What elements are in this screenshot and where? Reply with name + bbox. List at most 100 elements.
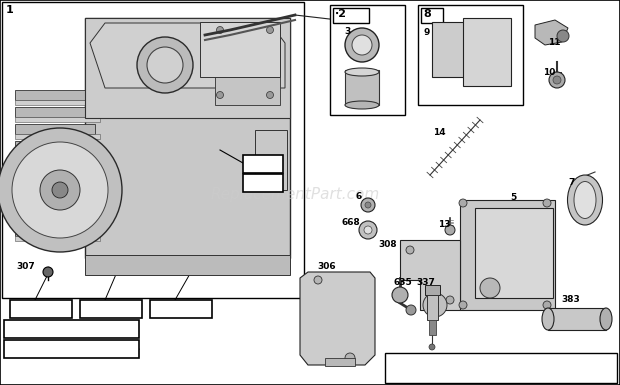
Bar [421, 8, 443, 23]
Bar [4, 340, 139, 358]
Bar [85, 18, 290, 118]
Bar [255, 130, 287, 190]
Circle shape [345, 353, 355, 363]
Text: 552: 552 [245, 157, 268, 167]
Circle shape [345, 28, 379, 62]
Circle shape [557, 30, 569, 42]
Text: ★871: ★871 [154, 302, 183, 312]
Circle shape [553, 76, 561, 84]
Circle shape [446, 296, 454, 304]
Circle shape [314, 276, 322, 284]
Circle shape [549, 72, 565, 88]
Polygon shape [90, 23, 285, 88]
Text: 3: 3 [344, 27, 350, 36]
Text: 306: 306 [317, 262, 335, 271]
Circle shape [352, 35, 372, 55]
Bar [150, 300, 212, 318]
Circle shape [43, 267, 53, 277]
Bar [425, 285, 440, 295]
Ellipse shape [567, 175, 603, 225]
Bar [15, 158, 95, 168]
Text: 1058 OWNER'S MANUAL: 1058 OWNER'S MANUAL [8, 342, 140, 352]
Circle shape [267, 27, 273, 33]
Circle shape [480, 278, 500, 298]
Text: ⋅2: ⋅2 [335, 9, 347, 19]
Circle shape [267, 92, 273, 99]
Text: ★870: ★870 [14, 302, 43, 312]
Circle shape [364, 226, 372, 234]
Text: 10: 10 [543, 68, 556, 77]
Text: 8: 8 [423, 9, 431, 19]
Bar [15, 90, 95, 100]
Bar [15, 141, 95, 151]
Text: 307: 307 [16, 262, 35, 271]
Bar [345, 70, 379, 105]
Circle shape [12, 142, 108, 238]
Bar [429, 320, 436, 335]
Text: 1: 1 [6, 5, 14, 15]
Bar [330, 5, 405, 115]
Bar [15, 209, 95, 219]
Text: 11: 11 [548, 38, 560, 47]
Bar [15, 219, 100, 224]
Circle shape [445, 225, 455, 235]
Circle shape [52, 182, 68, 198]
Ellipse shape [345, 101, 379, 109]
Text: 635: 635 [393, 278, 412, 287]
Circle shape [406, 246, 414, 254]
Ellipse shape [574, 181, 596, 219]
Circle shape [216, 27, 223, 33]
Text: 87@: 87@ [245, 176, 272, 186]
Text: ★ REQUIRES SPECIAL TOOLS TO INSTALL.: ★ REQUIRES SPECIAL TOOLS TO INSTALL. [390, 356, 576, 365]
Bar [10, 300, 72, 318]
Bar [15, 168, 100, 173]
Bar [80, 300, 142, 318]
Bar [15, 117, 100, 122]
Bar [15, 124, 95, 134]
Text: 1019 LABEL KIT: 1019 LABEL KIT [8, 322, 94, 332]
Bar [333, 8, 369, 23]
Bar [548, 308, 606, 330]
Circle shape [365, 202, 371, 208]
Polygon shape [300, 272, 375, 365]
Bar [15, 151, 100, 156]
Text: SEE REPAIR INSTRUCTION MANUAL.: SEE REPAIR INSTRUCTION MANUAL. [390, 366, 549, 375]
Ellipse shape [542, 308, 554, 330]
Bar [15, 134, 100, 139]
Text: 7: 7 [568, 178, 574, 187]
Bar [200, 22, 280, 77]
Circle shape [543, 301, 551, 309]
Text: 337: 337 [416, 278, 435, 287]
Polygon shape [400, 240, 460, 310]
Bar [432, 22, 470, 77]
Ellipse shape [600, 308, 612, 330]
Text: 308: 308 [378, 240, 397, 249]
Bar [85, 18, 290, 258]
Polygon shape [535, 20, 568, 45]
Bar [463, 18, 511, 86]
Bar [15, 100, 100, 105]
Bar [2, 2, 304, 298]
Bar [243, 155, 283, 173]
Circle shape [392, 287, 408, 303]
Circle shape [361, 198, 375, 212]
Circle shape [0, 128, 122, 252]
Text: 9: 9 [424, 28, 430, 37]
Bar [418, 5, 523, 105]
Circle shape [359, 221, 377, 239]
Bar [385, 353, 617, 383]
Circle shape [216, 92, 223, 99]
Bar [475, 208, 553, 298]
Circle shape [137, 37, 193, 93]
Bar [15, 202, 100, 207]
Ellipse shape [345, 68, 379, 76]
Text: 13: 13 [438, 220, 451, 229]
Circle shape [406, 305, 416, 315]
Circle shape [543, 199, 551, 207]
Bar [85, 255, 290, 275]
Text: 383: 383 [561, 295, 580, 304]
Text: 668: 668 [342, 218, 361, 227]
Bar [15, 175, 95, 185]
Bar [325, 358, 355, 366]
Bar [4, 320, 139, 338]
